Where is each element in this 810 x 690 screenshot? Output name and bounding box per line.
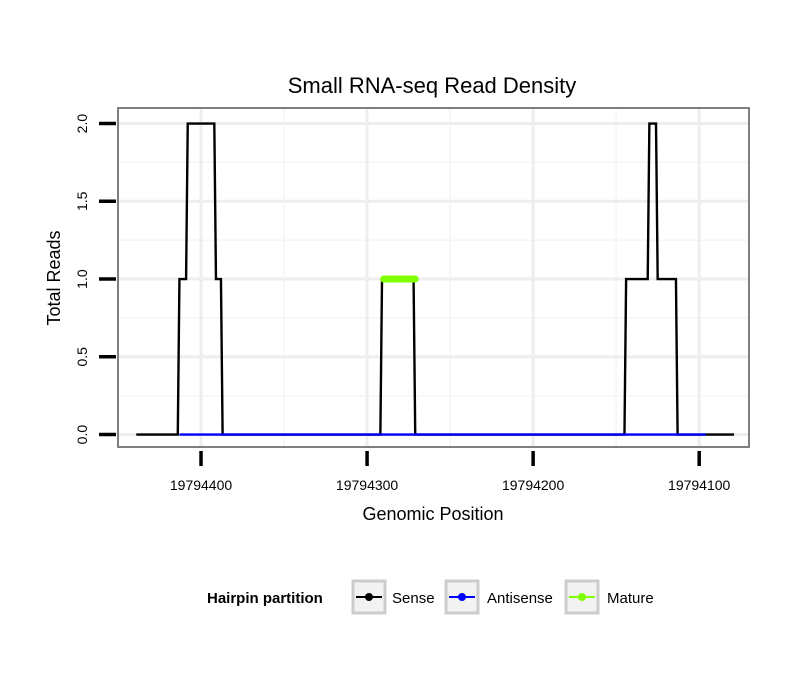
series-layer	[136, 122, 735, 436]
legend-label: Mature	[607, 590, 654, 607]
y-tick-label: 2.0	[74, 114, 90, 134]
x-tick-label: 19794300	[336, 477, 399, 493]
chart-title: Small RNA-seq Read Density	[288, 73, 577, 98]
y-tick-label: 0.0	[74, 425, 90, 445]
legend-label: Antisense	[487, 590, 553, 607]
series-line-sense	[136, 122, 735, 436]
legend-title: Hairpin partition	[207, 590, 323, 607]
legend-key-point	[458, 593, 466, 601]
legend-key-point	[578, 593, 586, 601]
legend-label: Sense	[392, 590, 435, 607]
y-tick-label: 1.5	[74, 191, 90, 211]
y-tick-label: 1.0	[74, 269, 90, 289]
plot-panel-border	[117, 107, 750, 448]
x-tick-label: 19794200	[502, 477, 565, 493]
y-axis: 0.0 0.5 1.0 1.5 2.0	[74, 114, 116, 445]
x-tick-label: 19794400	[170, 477, 233, 493]
grid	[118, 108, 749, 447]
legend-key-box	[564, 579, 600, 615]
y-tick-label: 0.5	[74, 347, 90, 367]
x-tick-label: 19794100	[668, 477, 731, 493]
legend-item-sense: Sense	[351, 579, 435, 615]
legend-key-point	[365, 593, 373, 601]
x-axis-label: Genomic Position	[362, 504, 503, 524]
legend-item-antisense: Antisense	[444, 579, 553, 615]
legend-item-mature: Mature	[564, 579, 654, 615]
y-axis-label: Total Reads	[44, 230, 64, 325]
legend: Hairpin partition Sense Antisense Mature	[207, 579, 654, 615]
x-axis: 19794400 19794300 19794200 19794100	[170, 451, 731, 493]
